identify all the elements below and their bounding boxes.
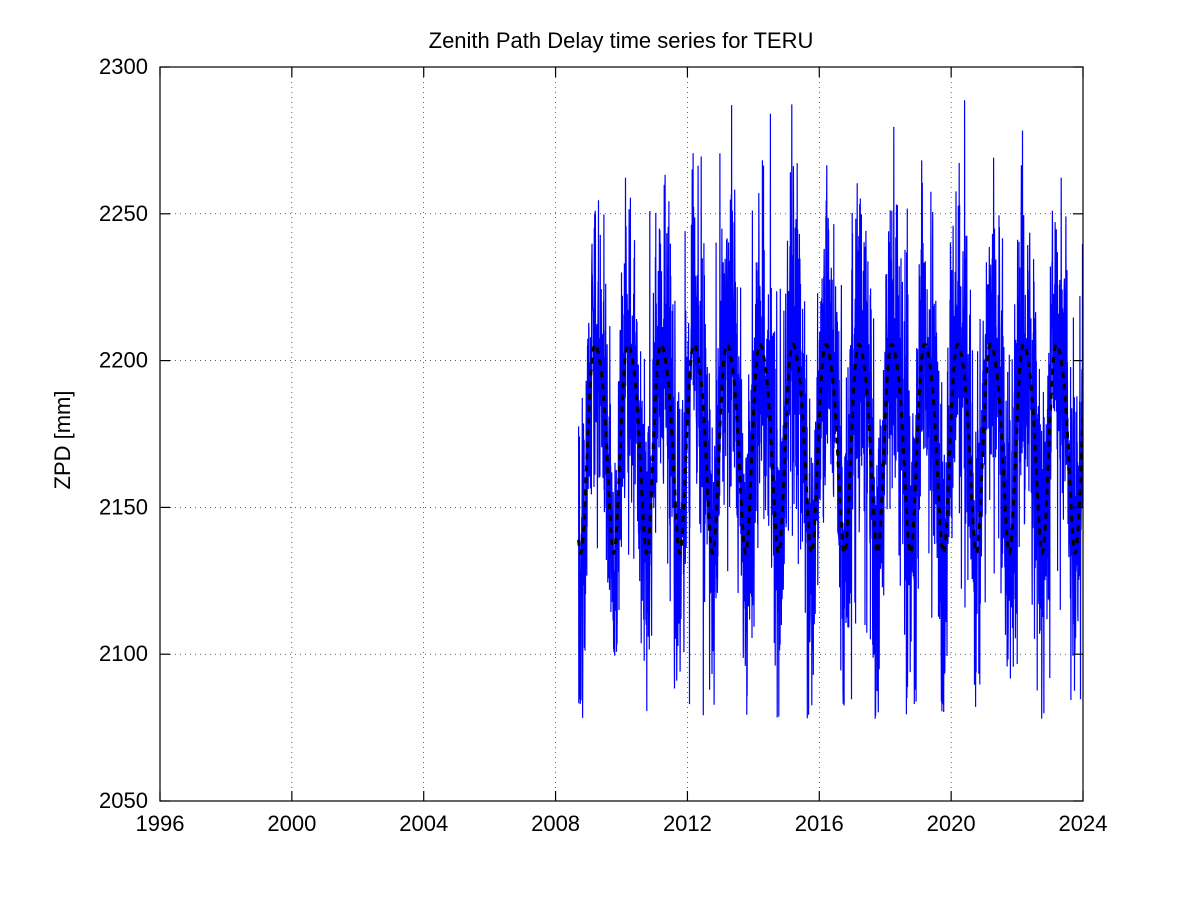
x-tick-label: 1996 — [136, 811, 185, 836]
y-tick-label: 2300 — [99, 54, 148, 79]
x-tick-label: 2008 — [531, 811, 580, 836]
y-tick-label: 2050 — [99, 788, 148, 813]
plot-area — [579, 100, 1083, 718]
x-tick-label: 2000 — [267, 811, 316, 836]
y-tick-label: 2200 — [99, 348, 148, 373]
figure: Zenith Path Delay time series for TERU Z… — [0, 0, 1201, 901]
chart-title: Zenith Path Delay time series for TERU — [429, 28, 814, 53]
chart-svg: Zenith Path Delay time series for TERU Z… — [0, 0, 1201, 901]
y-tick-label: 2100 — [99, 641, 148, 666]
y-tick-labels: 2050 2100 2150 2200 2250 2300 — [99, 54, 148, 813]
x-tick-label: 2024 — [1059, 811, 1108, 836]
x-tick-label: 2016 — [795, 811, 844, 836]
x-tick-label: 2004 — [399, 811, 448, 836]
x-tick-labels: 1996 2000 2004 2008 2012 2016 2020 2024 — [136, 811, 1108, 836]
x-tick-label: 2012 — [663, 811, 712, 836]
y-tick-label: 2250 — [99, 201, 148, 226]
y-tick-label: 2150 — [99, 494, 148, 519]
y-axis-label: ZPD [mm] — [50, 391, 75, 490]
x-tick-label: 2020 — [927, 811, 976, 836]
